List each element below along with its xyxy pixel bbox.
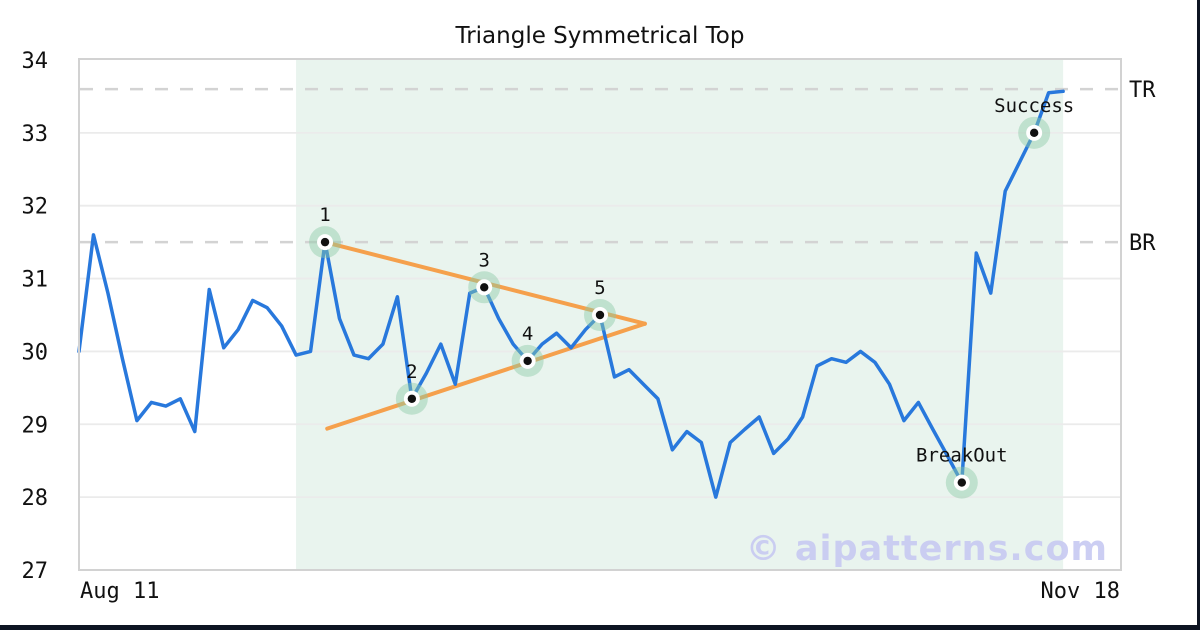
gridline-layer bbox=[80, 131, 1120, 499]
pattern-point-label: 3 bbox=[478, 249, 489, 271]
pattern-region-layer bbox=[296, 60, 1064, 570]
marker-dot bbox=[1029, 128, 1039, 138]
y-tick-label-28: 28 bbox=[22, 486, 49, 511]
y-tick-label-30: 30 bbox=[22, 340, 49, 365]
marker-dot bbox=[523, 356, 532, 366]
pattern-region bbox=[296, 60, 1064, 570]
marker-dot bbox=[595, 310, 605, 320]
marker-dot bbox=[407, 394, 417, 403]
marker-dot bbox=[957, 478, 967, 487]
y-tick-label-34: 34 bbox=[22, 49, 49, 74]
pattern-point-label: 5 bbox=[594, 277, 605, 299]
x-tick-start-date: Aug 11 bbox=[80, 579, 159, 604]
chart-title: Triangle Symmetrical Top bbox=[455, 23, 745, 49]
pattern-point-3: 3 bbox=[468, 249, 501, 304]
pattern-point-label: 4 bbox=[522, 323, 533, 345]
x-tick-end-date: Nov 18 bbox=[1041, 579, 1120, 604]
plot-border bbox=[78, 58, 1122, 571]
level-label-tr: TR bbox=[1129, 78, 1156, 103]
y-tick-label-31: 31 bbox=[22, 268, 49, 293]
level-label-br: BR bbox=[1129, 231, 1156, 256]
price-line bbox=[77, 89, 1065, 499]
annotation-success: Success bbox=[994, 95, 1074, 149]
pattern-point-label: 2 bbox=[406, 361, 417, 383]
pattern-point-4: 4 bbox=[511, 323, 544, 377]
pattern-point-1: 1 bbox=[309, 204, 342, 259]
pattern-point-5: 5 bbox=[584, 277, 616, 331]
trendline-lower bbox=[325, 321, 647, 431]
y-tick-label-27: 27 bbox=[22, 559, 49, 584]
level-lines-layer: TR BR bbox=[80, 78, 1156, 256]
y-tick-label-33: 33 bbox=[22, 122, 49, 147]
pattern-point-label: 1 bbox=[319, 204, 330, 226]
annotation-label: BreakOut bbox=[916, 445, 1008, 467]
price-line-layer bbox=[77, 89, 1065, 499]
annotation-breakout: BreakOut bbox=[916, 445, 1008, 499]
pattern-point-2: 2 bbox=[395, 361, 428, 415]
annotation-label: Success bbox=[994, 95, 1074, 117]
y-tick-label-29: 29 bbox=[22, 413, 49, 438]
marker-dot bbox=[480, 283, 489, 292]
watermark: © aipatterns.com bbox=[746, 529, 1108, 569]
y-tick-label-32: 32 bbox=[22, 195, 49, 220]
marker-layer: 1 2 3 4 5 BreakOut Success bbox=[309, 95, 1074, 499]
marker-dot bbox=[320, 237, 330, 247]
